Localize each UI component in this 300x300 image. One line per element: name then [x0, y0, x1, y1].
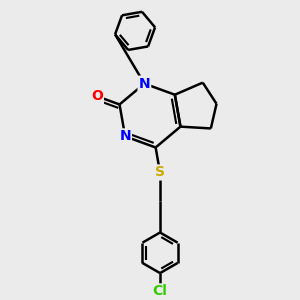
Text: S: S	[155, 166, 165, 179]
Text: Cl: Cl	[153, 284, 167, 298]
Text: N: N	[119, 129, 131, 143]
Text: N: N	[139, 76, 150, 91]
Text: O: O	[91, 89, 103, 103]
